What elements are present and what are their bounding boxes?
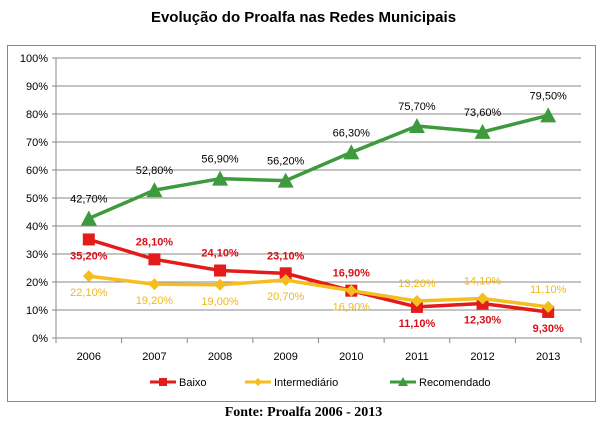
marker-diamond: [279, 274, 292, 287]
data-label: 20,70%: [267, 291, 305, 303]
y-tick-label: 30%: [26, 249, 48, 261]
data-label: 35,20%: [70, 250, 108, 262]
data-label: 42,70%: [70, 193, 108, 205]
marker-triangle: [343, 144, 360, 160]
axes: 0% 10% 20% 30% 40% 50% 60% 70% 80% 90% 100% 2006 200…: [20, 53, 582, 363]
marker-diamond: [345, 284, 358, 297]
marker-diamond: [254, 378, 262, 386]
marker-triangle: [277, 172, 294, 188]
marker-triangle: [398, 377, 408, 386]
x-tick-label: 2012: [470, 351, 494, 363]
y-tick-label: 100%: [20, 53, 48, 65]
marker-triangle: [212, 170, 229, 186]
y-tick-label: 10%: [26, 305, 48, 317]
data-label: 79,50%: [530, 90, 568, 102]
legend-label: Baixo: [179, 377, 207, 389]
y-tick-label: 0%: [32, 333, 48, 345]
marker-triangle: [540, 107, 557, 123]
marker-triangle: [80, 210, 97, 226]
data-label: 13,20%: [398, 278, 436, 290]
data-label: 23,10%: [267, 250, 305, 262]
marker-square: [148, 253, 161, 266]
x-tick-label: 2007: [142, 351, 166, 363]
marker-diamond: [410, 295, 423, 308]
x-tick-label: 2008: [208, 351, 232, 363]
legend-item-intermediário: Intermediário: [245, 377, 338, 389]
x-tick-label: 2006: [77, 351, 101, 363]
marker-triangle: [474, 123, 491, 139]
marker-square: [159, 378, 167, 386]
legend-label: Recomendado: [419, 377, 491, 389]
series-line: [88, 113, 549, 221]
data-label: 19,00%: [201, 296, 239, 308]
data-label: 14,10%: [464, 276, 502, 288]
data-label: 24,10%: [201, 248, 239, 260]
data-label: 75,70%: [398, 101, 436, 113]
series-line: [88, 274, 549, 309]
y-tick-label: 90%: [26, 81, 48, 93]
data-label: 19,20%: [136, 295, 174, 307]
x-tick-label: 2013: [536, 351, 560, 363]
data-label: 11,10%: [399, 318, 436, 330]
marker-square: [214, 264, 227, 277]
gridlines: [56, 57, 581, 311]
data-label: 12,30%: [464, 315, 502, 327]
marker-diamond: [542, 300, 555, 313]
source-caption: Fonte: Proalfa 2006 - 2013: [224, 405, 383, 420]
data-label: 73,60%: [464, 107, 502, 119]
series-recomendado: [80, 107, 557, 226]
legend-label: Intermediário: [274, 377, 338, 389]
data-label: 22,10%: [70, 287, 108, 299]
y-tick-label: 20%: [26, 277, 48, 289]
marker-square: [279, 267, 292, 280]
data-label: 9,30%: [533, 323, 564, 335]
legend-item-baixo: Baixo: [150, 377, 207, 389]
x-tick-label: 2011: [405, 351, 429, 363]
data-label: 52,80%: [136, 165, 174, 177]
legend-item-recomendado: Recomendado: [390, 377, 491, 389]
marker-diamond: [476, 292, 489, 305]
y-tick-label: 60%: [26, 165, 48, 177]
marker-square: [82, 233, 95, 246]
series-lines: [80, 107, 557, 318]
y-tick-label: 50%: [26, 193, 48, 205]
marker-diamond: [214, 278, 227, 291]
data-label: 66,30%: [333, 127, 371, 139]
data-label: 11,10%: [530, 284, 567, 296]
legend: Baixo Intermediário Recomendado: [150, 377, 491, 389]
chart-frame: [7, 45, 596, 402]
marker-triangle: [408, 118, 425, 134]
data-label: 56,20%: [267, 156, 305, 168]
data-label: 16,90%: [333, 302, 371, 314]
y-tick-label: 40%: [26, 221, 48, 233]
x-tick-label: 2010: [339, 351, 363, 363]
series-intermediário: [82, 270, 555, 313]
x-tick-label: 2009: [273, 351, 297, 363]
data-label: 16,90%: [333, 268, 371, 280]
data-label: 28,10%: [136, 236, 174, 248]
chart-title: Evolução do Proalfa nas Redes Municipais: [150, 9, 457, 26]
data-label: 56,90%: [201, 154, 239, 166]
marker-diamond: [82, 270, 95, 283]
y-tick-label: 80%: [26, 109, 48, 121]
series-line: [88, 237, 549, 314]
y-tick-label: 70%: [26, 137, 48, 149]
marker-triangle: [146, 182, 163, 198]
data-labels: 35,20% 28,10% 24,10% 23,10% 16,90% 11,10% 12,3…: [70, 90, 567, 335]
marker-diamond: [148, 278, 161, 291]
